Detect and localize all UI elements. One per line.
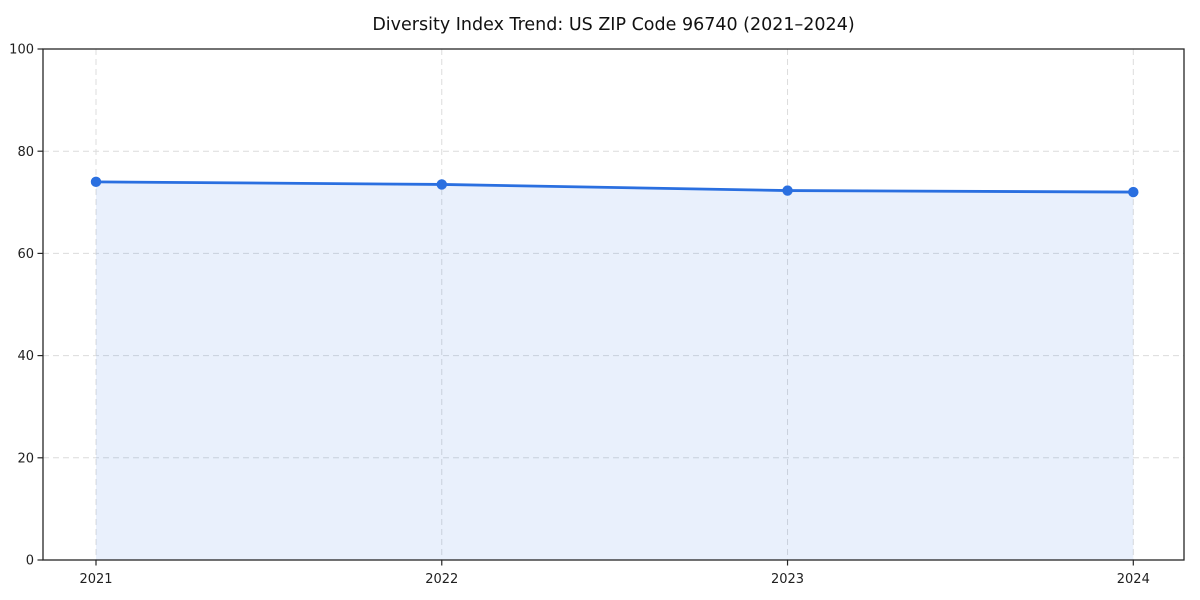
- x-tick-label: 2022: [425, 572, 458, 587]
- data-point-2023: [782, 185, 793, 196]
- axis-ticks-and-labels: 0 20 40 60 80 100 2021 2022 2023 2024: [9, 43, 1150, 587]
- y-tick-label: 80: [17, 145, 34, 160]
- chart-title: Diversity Index Trend: US ZIP Code 96740…: [372, 15, 854, 35]
- y-tick-label: 100: [9, 43, 34, 58]
- plot-border: [42, 48, 1185, 561]
- plot-frame: [42, 48, 1185, 561]
- y-tick-label: 40: [17, 349, 34, 364]
- x-tick-label: 2024: [1117, 572, 1150, 587]
- trend-line: [94, 180, 1135, 194]
- area-fill: [96, 181, 1134, 561]
- data-series: [90, 176, 1139, 561]
- x-tick-label: 2023: [771, 572, 804, 587]
- y-tick-label: 20: [17, 451, 34, 466]
- y-tick-label: 60: [17, 247, 34, 262]
- data-point-2024: [1128, 186, 1139, 198]
- y-tick-label: 0: [26, 554, 34, 569]
- data-point-2022: [436, 179, 447, 190]
- data-point-2021: [90, 176, 102, 188]
- x-tick-label: 2021: [79, 572, 112, 587]
